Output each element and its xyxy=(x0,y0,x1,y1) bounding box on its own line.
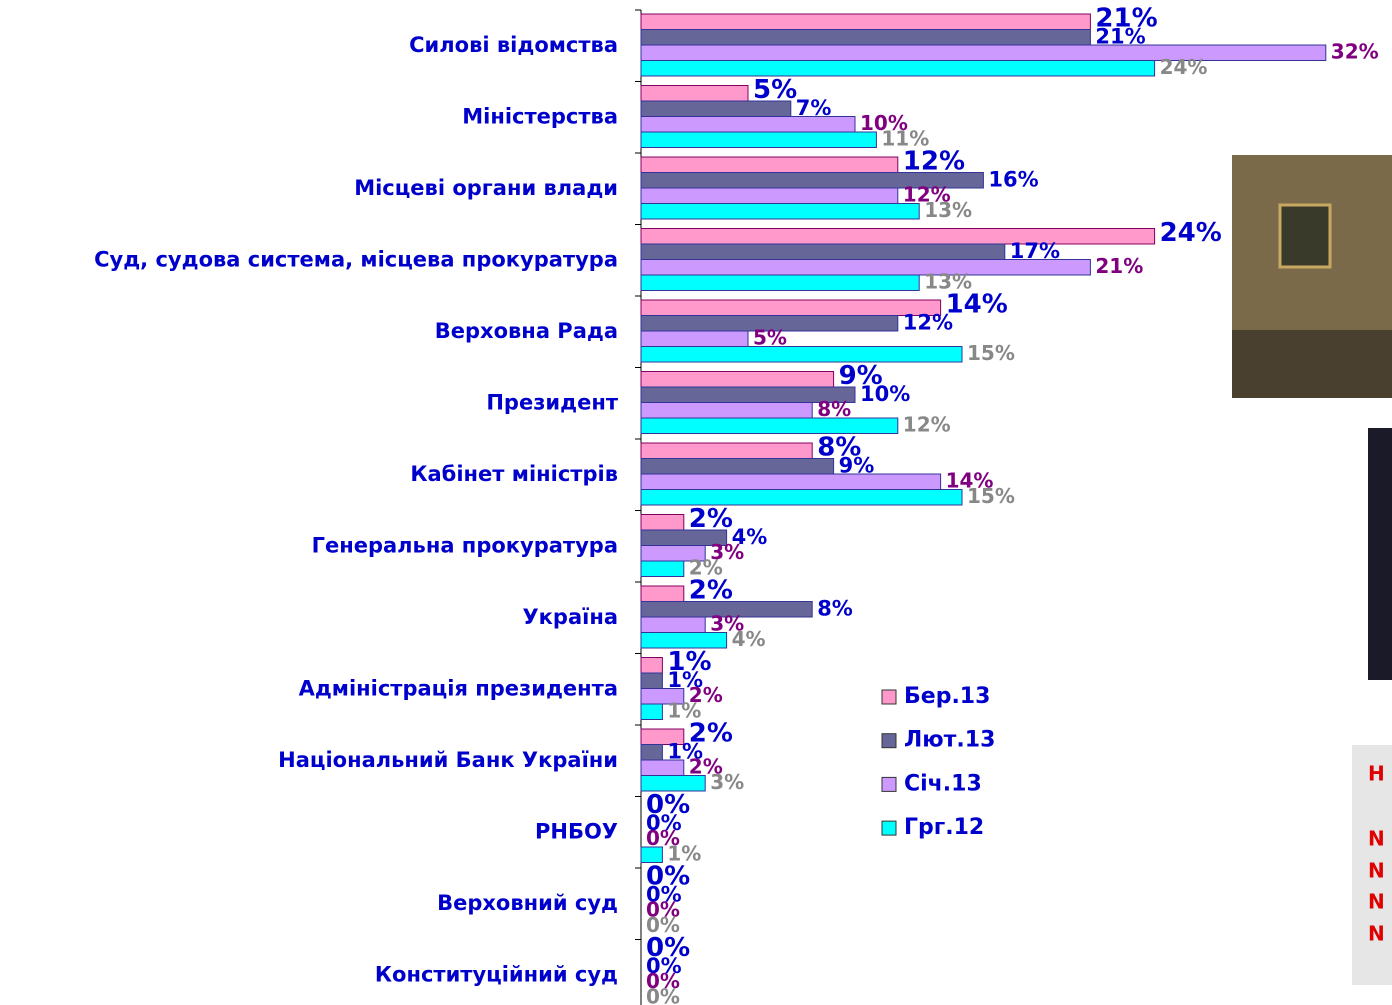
bar xyxy=(641,86,748,102)
bar xyxy=(641,403,812,419)
bar xyxy=(641,760,684,776)
data-label: 13% xyxy=(924,198,972,222)
bar xyxy=(641,229,1155,245)
bar xyxy=(641,188,898,204)
bar xyxy=(641,14,1090,30)
photo xyxy=(1368,428,1392,680)
bar xyxy=(641,275,919,291)
data-label: 24% xyxy=(1160,55,1208,79)
bar xyxy=(641,204,919,220)
bar xyxy=(641,847,662,863)
bar xyxy=(641,459,834,475)
bar xyxy=(641,132,876,148)
bar xyxy=(641,474,941,490)
photo-table xyxy=(1232,330,1392,398)
category-label: Національний Банк України xyxy=(278,748,618,772)
data-label: 14% xyxy=(946,289,1008,319)
legend-swatch xyxy=(882,690,896,704)
category-label: РНБОУ xyxy=(535,819,618,843)
category-label: Україна xyxy=(522,605,618,629)
data-label: 24% xyxy=(1160,218,1222,248)
bar xyxy=(641,372,834,388)
bar xyxy=(641,260,1090,276)
bar xyxy=(641,300,941,316)
category-label: Суд, судова система, місцева прокуратура xyxy=(94,247,618,271)
category-label: Адміністрація президента xyxy=(299,676,618,700)
bar xyxy=(641,561,684,577)
category-label: Президент xyxy=(486,390,618,414)
category-label: Конституційний суд xyxy=(375,962,618,986)
bar xyxy=(641,30,1090,46)
legend-label: Бер.13 xyxy=(904,684,990,709)
bar xyxy=(641,673,662,689)
data-label: 5% xyxy=(753,325,787,349)
data-label: 21% xyxy=(1095,254,1143,278)
data-label: 3% xyxy=(710,770,744,794)
bar xyxy=(641,244,1005,260)
data-label: 4% xyxy=(732,627,766,651)
data-label: 15% xyxy=(967,484,1015,508)
data-label: 12% xyxy=(903,412,951,436)
data-label: 12% xyxy=(903,310,953,334)
bar xyxy=(641,347,962,363)
bar xyxy=(641,745,662,761)
bar xyxy=(641,157,898,173)
data-label: 8% xyxy=(817,596,853,620)
data-label: 2% xyxy=(689,504,733,534)
category-label: Силові відомства xyxy=(409,33,618,57)
category-label: Місцеві органи влади xyxy=(354,176,618,200)
legend-label: Січ.13 xyxy=(904,771,982,796)
legend-label: Лют.13 xyxy=(904,728,995,753)
category-label: Верховна Рада xyxy=(435,319,618,343)
sidebar-text: N xyxy=(1368,827,1385,851)
bar xyxy=(641,586,684,602)
bar xyxy=(641,117,855,133)
bar xyxy=(641,331,748,347)
bar xyxy=(641,101,791,117)
category-label: Кабінет міністрів xyxy=(410,462,618,486)
bar xyxy=(641,515,684,531)
data-label: 5% xyxy=(753,75,797,105)
data-label: 2% xyxy=(689,575,733,605)
sidebar-text: N xyxy=(1368,922,1385,946)
legend-swatch xyxy=(882,734,896,748)
legend-swatch xyxy=(882,821,896,835)
sidebar-text: Н xyxy=(1368,762,1385,786)
bar xyxy=(641,704,662,720)
data-label: 32% xyxy=(1331,39,1379,63)
category-label: Верховний суд xyxy=(437,891,618,915)
bar xyxy=(641,633,727,649)
data-label: 16% xyxy=(988,167,1038,191)
data-label: 12% xyxy=(903,146,965,176)
sidebar-text: N xyxy=(1368,859,1385,883)
bar xyxy=(641,490,962,506)
data-label: 10% xyxy=(860,382,910,406)
bar xyxy=(641,658,662,674)
bar xyxy=(641,45,1326,61)
chart: Силові відомства21%21%32%24%Міністерства… xyxy=(0,0,1392,1005)
photo-portrait xyxy=(1280,205,1330,267)
bar xyxy=(641,61,1155,77)
sidebar-text: N xyxy=(1368,890,1385,914)
legend-label: Грг.12 xyxy=(904,815,984,840)
legend-swatch xyxy=(882,777,896,791)
category-label: Генеральна прокуратура xyxy=(312,533,618,557)
data-label: 0% xyxy=(646,984,680,1005)
bar xyxy=(641,418,898,434)
data-label: 15% xyxy=(967,341,1015,365)
category-label: Міністерства xyxy=(462,104,618,128)
bar xyxy=(641,776,705,792)
data-label: 8% xyxy=(817,397,851,421)
bar xyxy=(641,443,812,459)
bar xyxy=(641,617,705,633)
